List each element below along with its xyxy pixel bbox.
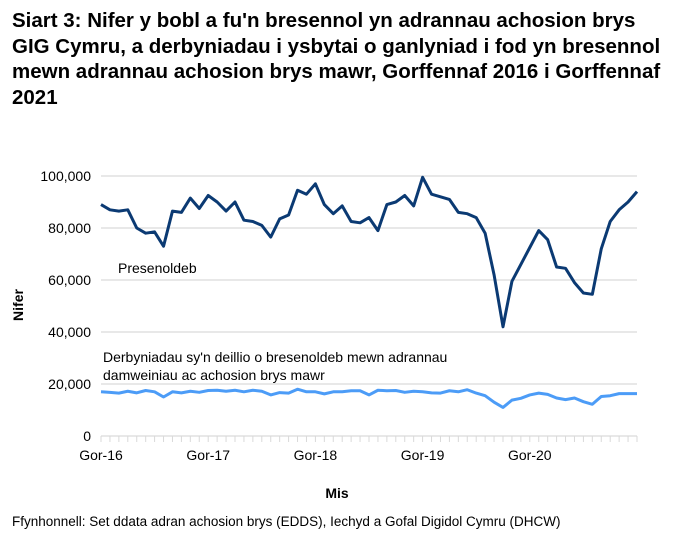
x-tick-label: Gor-16	[79, 447, 123, 463]
chart-title: Siart 3: Nifer y bobl a fu'n bresennol y…	[12, 9, 661, 109]
y-tick-label: 0	[83, 428, 91, 444]
series-line-2	[100, 387, 637, 409]
x-tick-label: Gor-19	[401, 447, 445, 463]
x-tick-label: Gor-17	[186, 447, 230, 463]
y-tick-label: 100,000	[40, 168, 91, 184]
series-line-1	[100, 175, 639, 329]
series-label-presenoldeb: Presenoldeb	[118, 260, 197, 276]
x-tick-label: Gor-20	[508, 447, 552, 463]
y-tick-label: 60,000	[48, 272, 91, 288]
y-tick-label: 40,000	[48, 324, 91, 340]
source-note: Ffynhonnell: Set ddata adran achosion br…	[12, 514, 561, 529]
x-axis-title: Mis	[325, 485, 349, 501]
y-tick-label: 20,000	[48, 376, 91, 392]
y-axis-title: Nifer	[10, 289, 26, 321]
x-tick-label: Gor-18	[294, 447, 338, 463]
y-tick-label: 80,000	[48, 220, 91, 236]
series-label-derbyniadau-line2: damweiniau ac achosion brys mawr	[103, 367, 325, 383]
series-label-derbyniadau-line1: Derbyniadau sy'n deillio o bresenoldeb m…	[103, 349, 447, 365]
